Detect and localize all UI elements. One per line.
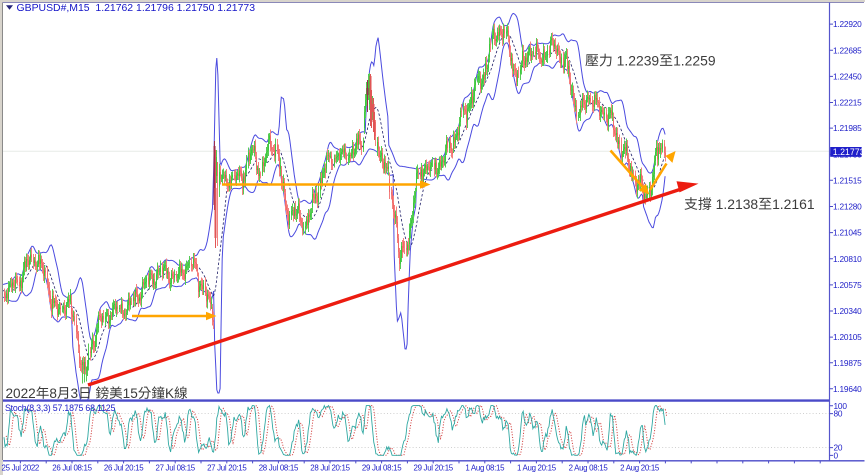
svg-text:1.21045: 1.21045 <box>833 228 862 238</box>
svg-text:0: 0 <box>834 450 839 460</box>
svg-text:1 Aug 08:15: 1 Aug 08:15 <box>465 464 505 473</box>
svg-text:1 Aug 20:15: 1 Aug 20:15 <box>517 464 557 473</box>
svg-text:2 Aug 20:15: 2 Aug 20:15 <box>620 464 660 473</box>
svg-text:15: 15 <box>123 386 138 401</box>
svg-text:1.2259: 1.2259 <box>673 52 716 68</box>
svg-text:26 Jul 08:15: 26 Jul 08:15 <box>52 464 92 473</box>
svg-text:1.20340: 1.20340 <box>833 306 862 316</box>
svg-text:GBPUSD#,M15 1.21762 1.21796 1: GBPUSD#,M15 1.21762 1.21796 1.21750 1.21… <box>17 3 256 14</box>
svg-text:8: 8 <box>49 386 57 401</box>
svg-text:1.19875: 1.19875 <box>833 358 862 368</box>
svg-text:K: K <box>165 386 174 401</box>
svg-text:1.21280: 1.21280 <box>833 202 862 212</box>
svg-text:29 Jul 08:15: 29 Jul 08:15 <box>362 464 402 473</box>
svg-text:100: 100 <box>834 401 848 411</box>
svg-text:1.20105: 1.20105 <box>833 332 862 342</box>
svg-text:1.22215: 1.22215 <box>833 98 862 108</box>
svg-text:27 Jul 20:15: 27 Jul 20:15 <box>207 464 247 473</box>
svg-text:28 Jul 08:15: 28 Jul 08:15 <box>259 464 299 473</box>
svg-text:20: 20 <box>834 443 843 453</box>
svg-text:1.19640: 1.19640 <box>833 384 862 394</box>
svg-text:28 Jul 20:15: 28 Jul 20:15 <box>310 464 350 473</box>
svg-text:1.2161: 1.2161 <box>772 196 815 212</box>
svg-text:80: 80 <box>834 409 843 419</box>
svg-text:1.2138: 1.2138 <box>712 196 759 212</box>
svg-text:2022: 2022 <box>6 386 36 401</box>
svg-text:1.22450: 1.22450 <box>833 72 862 82</box>
svg-text:27 Jul 08:15: 27 Jul 08:15 <box>155 464 195 473</box>
svg-text:1.2239: 1.2239 <box>613 52 660 68</box>
svg-text:25 Jul 2022: 25 Jul 2022 <box>2 464 40 473</box>
svg-text:26 Jul 20:15: 26 Jul 20:15 <box>104 464 144 473</box>
svg-text:1.22920: 1.22920 <box>833 19 862 29</box>
svg-text:2 Aug 08:15: 2 Aug 08:15 <box>569 464 609 473</box>
svg-text:3: 3 <box>71 386 79 401</box>
svg-text:Stoch(8,3,3) 57.1875 68.1125: Stoch(8,3,3) 57.1875 68.1125 <box>5 403 115 413</box>
svg-text:1.21515: 1.21515 <box>833 175 862 185</box>
svg-text:1.22685: 1.22685 <box>833 45 862 55</box>
svg-text:1.20810: 1.20810 <box>833 254 862 264</box>
svg-text:1.21773: 1.21773 <box>833 147 865 157</box>
svg-text:1.21985: 1.21985 <box>833 123 862 133</box>
svg-text:29 Jul 20:15: 29 Jul 20:15 <box>413 464 453 473</box>
svg-text:1.20575: 1.20575 <box>833 280 862 290</box>
